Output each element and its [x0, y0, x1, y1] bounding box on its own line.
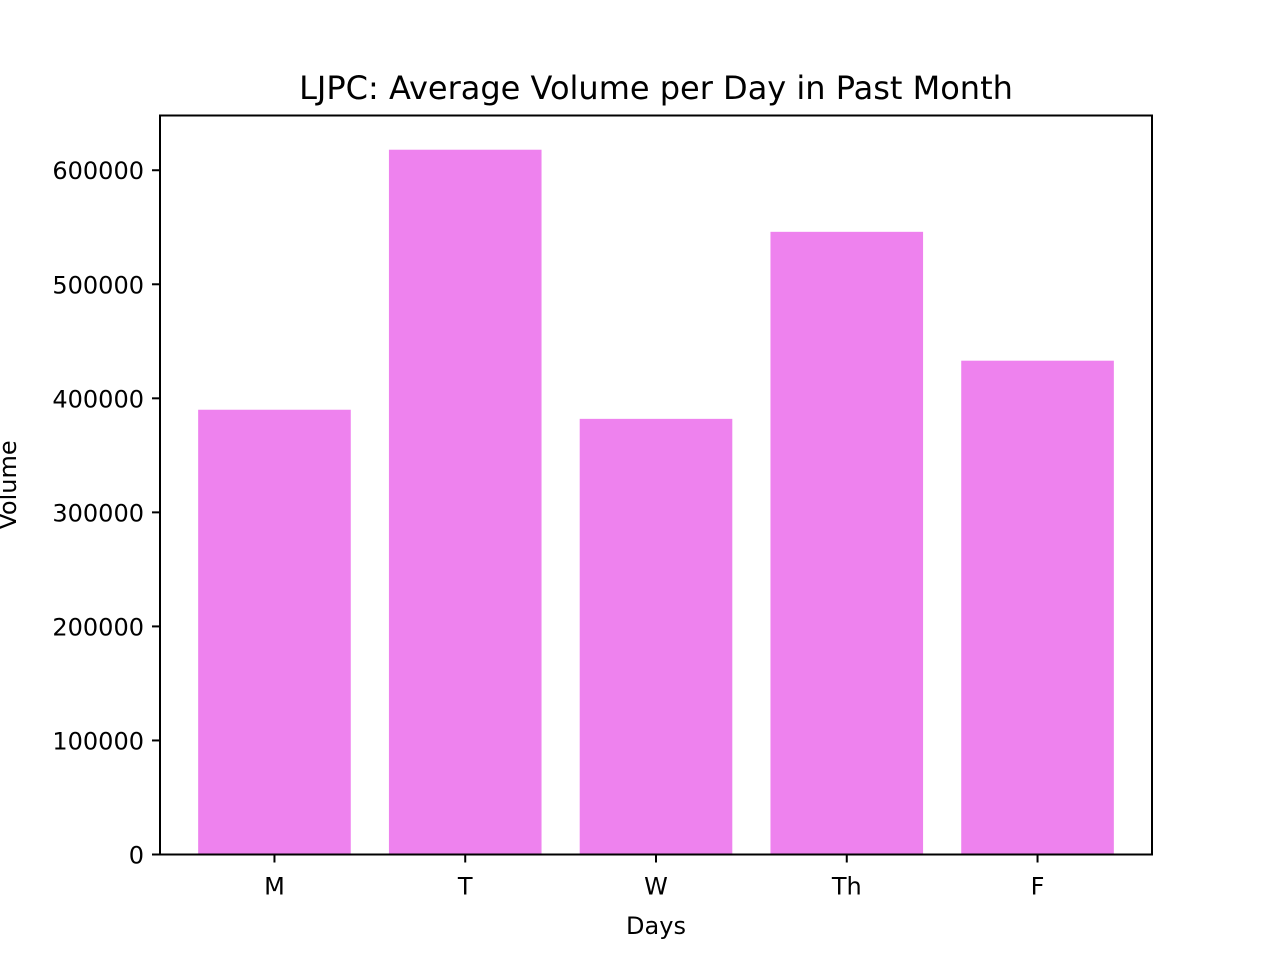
bar-w [579, 418, 733, 855]
y-axis-ticks: 0 100000 200000 300000 400000 500000 600000 [52, 157, 160, 870]
x-tick-label: Th [831, 873, 862, 901]
x-tick-label: M [264, 873, 285, 901]
chart-title: LJPC: Average Volume per Day in Past Mon… [299, 69, 1013, 107]
y-tick-label: 500000 [52, 271, 144, 299]
y-tick-label: 100000 [52, 727, 144, 755]
bar-m [198, 409, 351, 855]
bar-f [961, 360, 1114, 855]
y-tick-label: 0 [129, 842, 144, 870]
bar-th [770, 231, 924, 855]
y-tick-label: 400000 [52, 385, 144, 413]
y-tick-label: 300000 [52, 499, 144, 527]
bar-t [388, 149, 542, 855]
x-axis-label: Days [626, 912, 686, 940]
x-tick-label: T [457, 873, 473, 901]
x-axis-ticks: M T W Th F [264, 854, 1045, 901]
y-tick-label: 200000 [52, 613, 144, 641]
y-tick-label: 600000 [52, 157, 144, 185]
x-tick-label: W [644, 873, 668, 901]
y-axis-label: Volume [0, 440, 22, 529]
plot-area-frame [159, 114, 1153, 856]
bars-group [198, 149, 1114, 855]
x-tick-label: F [1031, 873, 1045, 901]
